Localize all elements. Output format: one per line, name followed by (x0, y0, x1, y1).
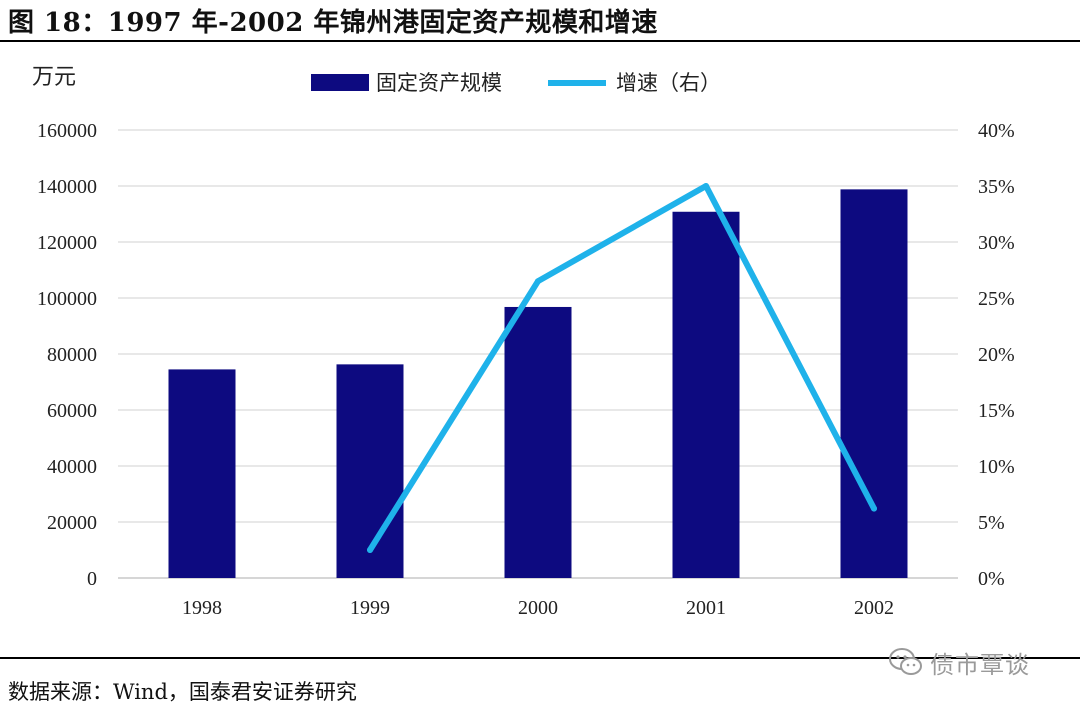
chart-title: 图 18：1997 年-2002 年锦州港固定资产规模和增速 (8, 8, 658, 38)
right-tick-label: 35% (978, 176, 1015, 198)
x-tick-label: 1999 (350, 597, 390, 619)
bar-2000 (504, 306, 572, 578)
right-tick-label: 30% (978, 232, 1015, 254)
bar-1998 (168, 369, 236, 578)
growth-point (703, 183, 709, 189)
right-tick-label: 25% (978, 288, 1015, 310)
right-tick-label: 5% (978, 512, 1005, 534)
line-series (367, 183, 877, 553)
left-tick-label: 60000 (47, 400, 97, 422)
footer-divider (0, 657, 1080, 659)
bar-2001 (672, 211, 740, 578)
right-tick-label: 0% (978, 568, 1005, 590)
left-tick-label: 40000 (47, 456, 97, 478)
x-tick-label: 1998 (182, 597, 222, 619)
right-tick-label: 10% (978, 456, 1015, 478)
legend-label-line: 增速（右） (616, 71, 721, 95)
left-tick-label: 20000 (47, 512, 97, 534)
right-tick-label: 20% (978, 344, 1015, 366)
left-axis-unit: 万元 (32, 65, 76, 90)
left-axis-ticks: 0 20000 40000 60000 80000 100000 120000 140000 1… (37, 120, 97, 590)
right-tick-label: 15% (978, 400, 1015, 422)
watermark-text: 债市覃谈 (930, 650, 1030, 679)
growth-point (535, 278, 541, 285)
x-tick-label: 2001 (686, 597, 726, 619)
legend-swatch-bars (311, 74, 369, 91)
left-tick-label: 120000 (37, 232, 97, 254)
legend: 固定资产规模 增速（右） (311, 71, 721, 95)
left-tick-label: 80000 (47, 344, 97, 366)
gridlines (118, 129, 958, 579)
bar-series (168, 189, 908, 579)
source-note: 数据来源：Wind，国泰君安证券研究 (8, 680, 357, 704)
title-divider (0, 40, 1080, 42)
growth-point (367, 547, 373, 553)
x-tick-label: 2002 (854, 597, 894, 619)
bar-1999 (336, 364, 404, 578)
growth-point (871, 505, 877, 512)
wechat-icon (889, 648, 922, 675)
right-axis-ticks: 0% 5% 10% 15% 20% 25% 30% 35% 40% (978, 120, 1015, 590)
right-tick-label: 40% (978, 120, 1015, 142)
growth-line (367, 183, 877, 553)
x-tick-label: 2000 (518, 597, 558, 619)
x-axis-ticks: 1998 1999 2000 2001 2002 (182, 597, 894, 619)
left-tick-label: 0 (87, 568, 97, 590)
left-tick-label: 160000 (37, 120, 97, 142)
left-tick-label: 140000 (37, 176, 97, 198)
left-tick-label: 100000 (37, 288, 97, 310)
legend-label-bars: 固定资产规模 (376, 71, 502, 95)
bar-2002 (840, 189, 908, 579)
watermark: 债市覃谈 (888, 645, 1030, 679)
